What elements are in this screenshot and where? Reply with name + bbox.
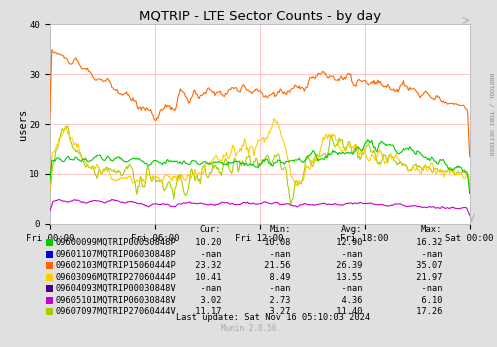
Text: 09607097MQTRIP27060444V: 09607097MQTRIP27060444V [56, 307, 176, 316]
Text: 2.73: 2.73 [259, 296, 291, 305]
Text: 10.08: 10.08 [259, 238, 291, 247]
Text: 09602103MQTRIP15060444P: 09602103MQTRIP15060444P [56, 261, 176, 270]
Text: 11.17: 11.17 [190, 307, 221, 316]
Text: -nan: -nan [259, 284, 291, 293]
Title: MQTRIP - LTE Sector Counts - by day: MQTRIP - LTE Sector Counts - by day [139, 10, 381, 23]
Text: Last update: Sat Nov 16 05:10:03 2024: Last update: Sat Nov 16 05:10:03 2024 [176, 313, 370, 322]
Text: -nan: -nan [190, 250, 221, 259]
Text: -nan: -nan [411, 284, 442, 293]
Text: 35.07: 35.07 [411, 261, 442, 270]
Text: 09601107MQTRIP06030848P: 09601107MQTRIP06030848P [56, 250, 176, 259]
Text: 4.36: 4.36 [331, 296, 363, 305]
Text: 09600099MQTRIP00030848P: 09600099MQTRIP00030848P [56, 238, 176, 247]
Text: 23.32: 23.32 [190, 261, 221, 270]
Text: 17.26: 17.26 [411, 307, 442, 316]
Text: -nan: -nan [190, 284, 221, 293]
Text: 16.32: 16.32 [411, 238, 442, 247]
Text: 3.02: 3.02 [190, 296, 221, 305]
Text: 26.39: 26.39 [331, 261, 363, 270]
Text: 3.27: 3.27 [259, 307, 291, 316]
Text: RRDTOOL / TOBI OETIKER: RRDTOOL / TOBI OETIKER [488, 73, 493, 156]
Text: Munin 2.0.56: Munin 2.0.56 [221, 324, 276, 333]
Text: 09605101MQTRIP06030848V: 09605101MQTRIP06030848V [56, 296, 176, 305]
Text: -nan: -nan [411, 250, 442, 259]
Text: 11.40: 11.40 [331, 307, 363, 316]
Text: 21.56: 21.56 [259, 261, 291, 270]
Text: 10.41: 10.41 [190, 273, 221, 282]
Text: -nan: -nan [331, 284, 363, 293]
Text: -nan: -nan [259, 250, 291, 259]
Text: 09604093MQTRIP00030848V: 09604093MQTRIP00030848V [56, 284, 176, 293]
Y-axis label: users: users [18, 108, 28, 140]
Text: 12.90: 12.90 [331, 238, 363, 247]
Text: Avg:: Avg: [341, 226, 363, 235]
Text: 6.10: 6.10 [411, 296, 442, 305]
Text: Max:: Max: [421, 226, 442, 235]
Text: 09603096MQTRIP27060444P: 09603096MQTRIP27060444P [56, 273, 176, 282]
Text: 8.49: 8.49 [259, 273, 291, 282]
Text: -nan: -nan [331, 250, 363, 259]
Text: Cur:: Cur: [200, 226, 221, 235]
Text: 10.20: 10.20 [190, 238, 221, 247]
Text: Min:: Min: [269, 226, 291, 235]
Text: 13.55: 13.55 [331, 273, 363, 282]
Text: 21.97: 21.97 [411, 273, 442, 282]
